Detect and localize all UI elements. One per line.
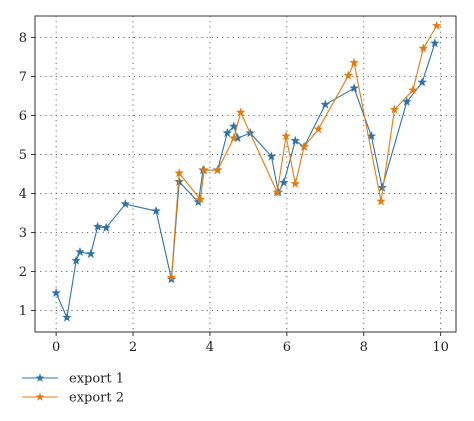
y-tick-label: 7 <box>19 70 27 85</box>
series-1-point <box>71 255 81 265</box>
series-1-point <box>417 77 427 87</box>
legend-label: export 2 <box>69 391 124 406</box>
series-1-point <box>430 38 440 48</box>
series-1-point <box>101 222 111 232</box>
series-2-point <box>195 194 206 204</box>
y-tick-label: 4 <box>19 187 27 202</box>
series-2-point <box>418 43 429 53</box>
x-tick-label: 2 <box>129 340 137 355</box>
series-1-point <box>85 248 96 259</box>
series-1-point <box>62 312 72 322</box>
legend-swatch-marker <box>35 373 45 382</box>
y-tick-label: 3 <box>19 226 27 241</box>
series-1-point <box>290 135 301 145</box>
series-1-point <box>151 206 161 216</box>
series-1-point <box>222 128 233 138</box>
x-tick-label: 8 <box>360 340 368 355</box>
series-1-point <box>51 287 61 298</box>
series-2-point <box>166 272 177 282</box>
series-1-point <box>266 151 277 161</box>
series-2-point <box>408 85 418 95</box>
plot-area-frame <box>34 15 457 333</box>
series-1-point <box>320 99 331 109</box>
series-2-point <box>349 57 359 67</box>
series-1-point <box>120 199 131 209</box>
x-tick-label: 10 <box>432 340 449 355</box>
series-2-point <box>199 165 209 175</box>
x-tick-label: 4 <box>206 340 214 355</box>
series-2-point <box>281 131 291 141</box>
series-2-point <box>431 20 442 30</box>
y-tick-label: 5 <box>19 148 27 163</box>
series-group <box>51 20 442 322</box>
series-2-point <box>343 70 354 80</box>
y-tick-label: 8 <box>19 31 27 46</box>
legend-item-2: export 2 <box>22 391 124 406</box>
series-2-point <box>313 124 324 134</box>
x-tick-label: 6 <box>283 340 291 355</box>
series-1-point <box>75 246 85 257</box>
legend: export 1 export 2 <box>22 372 124 406</box>
series-1-point <box>174 176 184 186</box>
grid-lines <box>35 16 456 332</box>
series-1-point <box>377 182 387 192</box>
series-1-point <box>278 177 289 187</box>
x-tick-label: 0 <box>52 340 60 355</box>
y-tick-label: 1 <box>19 304 27 319</box>
legend-label: export 1 <box>69 372 124 387</box>
series-2-point <box>290 178 301 188</box>
series-1-point <box>92 221 103 231</box>
y-tick-label: 6 <box>19 109 27 124</box>
series-2-point <box>174 168 184 178</box>
series-1-point <box>349 83 359 93</box>
series-1-line <box>55 43 436 319</box>
y-tick-label: 2 <box>19 265 27 280</box>
legend-item-1: export 1 <box>22 372 124 387</box>
series-2-point <box>299 141 309 151</box>
legend-swatch-marker <box>35 392 45 401</box>
series-2-point <box>212 165 223 175</box>
series-2 <box>166 20 442 282</box>
series-2-point <box>235 107 246 117</box>
series-2-point <box>389 104 400 114</box>
series-2-point <box>228 133 239 143</box>
series-2-point <box>272 187 283 197</box>
series-2-point <box>376 196 386 206</box>
